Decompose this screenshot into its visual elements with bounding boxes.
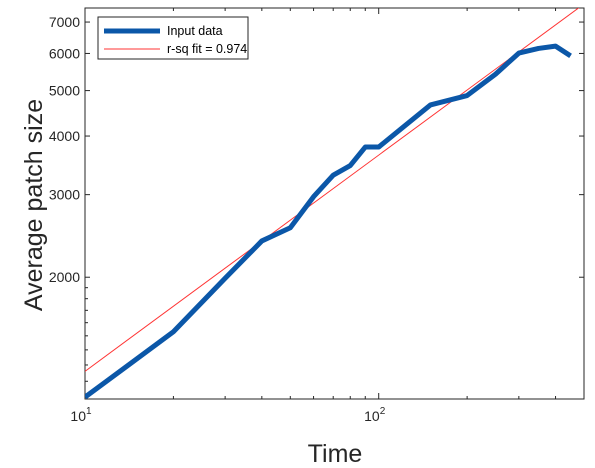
series-layer (84, 8, 580, 399)
y-tick-label: 5000 (49, 83, 80, 99)
y-tick-label: 4000 (49, 128, 80, 144)
legend-label-fit: r-sq fit = 0.974 (167, 42, 247, 56)
legend: Input data r-sq fit = 0.974 (97, 16, 249, 60)
legend-label-input-data: Input data (167, 24, 223, 38)
y-axis-label: Average patch size (20, 99, 48, 311)
x-axis-label: Time (308, 440, 363, 468)
y-tick-label: 2000 (49, 269, 80, 285)
x-tick-label: 101 (70, 406, 92, 424)
legend-box (97, 16, 249, 60)
y-tick-label: 6000 (49, 45, 80, 61)
x-tick-label: 102 (364, 406, 386, 424)
y-tick-label: 3000 (49, 187, 80, 203)
series-fit-line (85, 8, 580, 372)
y-tick-label: 7000 (49, 14, 80, 30)
axis-ticks: 2000 3000 4000 5000 6000 7000 101 102 (49, 8, 585, 424)
